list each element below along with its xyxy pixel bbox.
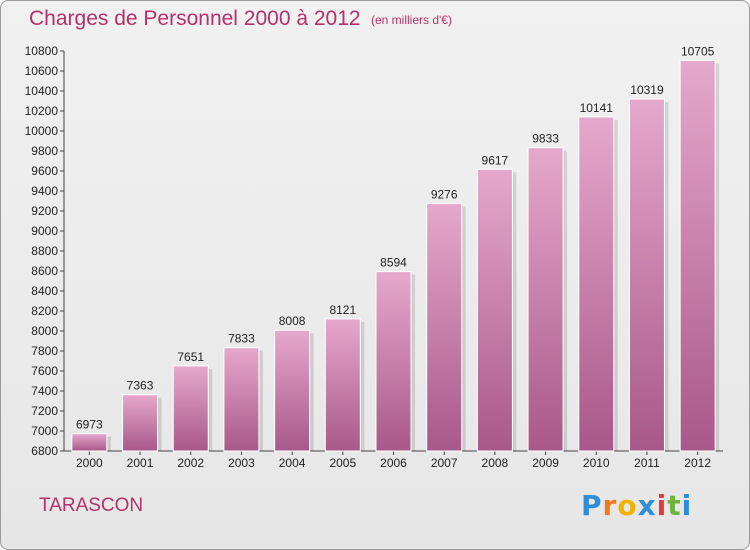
y-tick-label: 10200 <box>25 104 59 118</box>
x-tick-label: 2005 <box>329 456 356 470</box>
x-tick-label: 2006 <box>380 456 407 470</box>
y-tick-label: 7600 <box>31 364 58 378</box>
data-label: 6973 <box>76 418 103 432</box>
logo-letter: P <box>581 489 603 522</box>
data-labels: 6973 7363 7651 7833 8008 8121 8594 9276 9617 9833… <box>76 45 715 432</box>
logo-letter: i <box>681 489 693 522</box>
x-tick-label: 2003 <box>228 456 255 470</box>
data-label: 7651 <box>177 350 204 364</box>
data-label: 10141 <box>580 101 614 115</box>
data-label: 9276 <box>431 187 458 201</box>
x-tick-label: 2004 <box>279 456 306 470</box>
bar-2006 <box>375 271 412 452</box>
data-label: 9833 <box>532 132 559 146</box>
chart-title: Charges de Personnel 2000 à 2012 <box>29 7 361 30</box>
x-tick-label: 2002 <box>177 456 204 470</box>
bar-2001 <box>122 394 159 452</box>
y-tick-label: 7400 <box>31 384 58 398</box>
x-tick-label: 2000 <box>76 456 103 470</box>
bar-2011 <box>628 98 665 452</box>
data-label: 8121 <box>329 303 356 317</box>
logo-letter: o <box>617 489 638 522</box>
y-tick-label: 10400 <box>25 84 59 98</box>
bar-2012 <box>679 60 716 452</box>
city-name: TARASCON <box>39 495 144 516</box>
x-tick-label: 2009 <box>532 456 559 470</box>
y-tick-label: 7000 <box>31 424 58 438</box>
bar-2003 <box>223 347 260 452</box>
y-tick-label: 7200 <box>31 404 58 418</box>
x-tick-label: 2010 <box>583 456 610 470</box>
bar-2002 <box>172 365 209 452</box>
logo-letter: x <box>637 489 657 522</box>
x-tick-label: 2007 <box>431 456 458 470</box>
data-label: 8008 <box>279 314 306 328</box>
y-tick-label: 8000 <box>31 324 58 338</box>
y-tick-label: 9400 <box>31 184 58 198</box>
data-label: 7833 <box>228 332 255 346</box>
data-label: 10319 <box>630 83 664 97</box>
logo-letter: t <box>667 489 682 522</box>
bars <box>71 60 720 452</box>
y-tick-label: 8200 <box>31 304 58 318</box>
chart-subtitle: (en milliers d'€) <box>371 13 452 27</box>
data-label: 7363 <box>127 379 154 393</box>
data-label: 9617 <box>482 153 509 167</box>
y-tick-label: 9800 <box>31 144 58 158</box>
y-tick-label: 9000 <box>31 224 58 238</box>
bar-2010 <box>578 116 615 452</box>
logo-letter: r <box>602 489 618 522</box>
proxiti-logo: Proxiti <box>581 489 692 522</box>
logo-letter: i <box>656 489 668 522</box>
y-tick-label: 6800 <box>31 444 58 458</box>
y-tick-label: 8600 <box>31 264 58 278</box>
y-tick-label: 10800 <box>25 44 59 58</box>
bar-2004 <box>274 329 311 452</box>
x-tick-label: 2012 <box>684 456 711 470</box>
bar-2009 <box>527 147 564 452</box>
y-tick-label: 8800 <box>31 244 58 258</box>
y-tick-label: 10000 <box>25 124 59 138</box>
bar-2007 <box>426 202 463 452</box>
y-tick-label: 8400 <box>31 284 58 298</box>
data-label: 8594 <box>380 256 407 270</box>
bar-2000 <box>71 433 108 452</box>
x-tick-label: 2008 <box>482 456 509 470</box>
bar-2005 <box>324 318 361 452</box>
y-tick-label: 7800 <box>31 344 58 358</box>
y-tick-label: 9600 <box>31 164 58 178</box>
y-tick-label: 9200 <box>31 204 58 218</box>
y-tick-label: 10600 <box>25 64 59 78</box>
x-tick-label: 2001 <box>127 456 154 470</box>
x-tick-label: 2011 <box>634 456 660 470</box>
data-label: 10705 <box>681 45 715 59</box>
bar-2008 <box>476 168 513 452</box>
